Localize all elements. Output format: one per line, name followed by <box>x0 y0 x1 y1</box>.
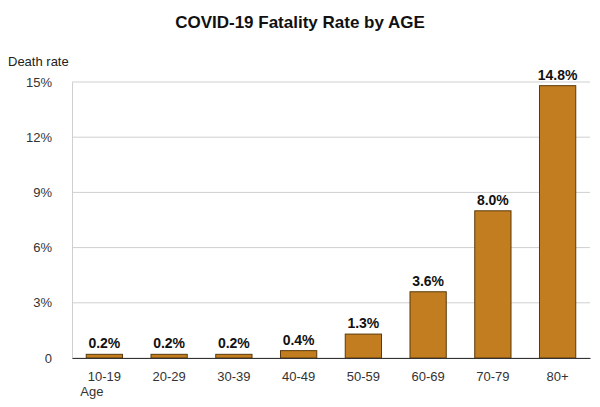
tick-label: 30-39 <box>217 369 250 384</box>
tick-label: 12% <box>26 130 52 145</box>
tick: 9% <box>33 185 72 200</box>
bar <box>539 86 575 358</box>
tick: 80+ <box>547 358 569 384</box>
axis-line <box>72 83 73 359</box>
bar <box>151 354 187 358</box>
tick: 12% <box>26 130 72 145</box>
gridline <box>72 358 590 359</box>
gridline <box>72 302 590 303</box>
tick-label: 70-79 <box>476 369 509 384</box>
data-label: 0.4% <box>283 332 315 348</box>
tick: 15% <box>26 75 72 90</box>
bar <box>475 211 511 358</box>
chart: COVID-19 Fatality Rate by AGE Death rate 0… <box>0 0 600 407</box>
gridline <box>72 82 590 83</box>
tick: 50-59 <box>347 358 380 384</box>
tick: 70-79 <box>476 358 509 384</box>
data-label: 0.2% <box>218 335 250 351</box>
tick-label: 10-19 <box>88 369 121 384</box>
gridline <box>72 137 590 138</box>
tick-label: 9% <box>33 185 52 200</box>
tick-label: 60-69 <box>412 369 445 384</box>
tick: 3% <box>33 295 72 310</box>
y-axis-title: Death rate <box>8 54 69 69</box>
bar <box>86 354 122 358</box>
data-label: 0.2% <box>88 335 120 351</box>
axis-line <box>73 358 591 359</box>
tick: 0 <box>45 351 72 366</box>
tick-label: 0 <box>45 351 52 366</box>
tick-label: 15% <box>26 75 52 90</box>
tick: 60-69 <box>412 358 445 384</box>
tick-label: 20-29 <box>153 369 186 384</box>
bar <box>345 334 381 358</box>
bar <box>280 351 316 358</box>
tick-label: 50-59 <box>347 369 380 384</box>
data-label: 14.8% <box>538 67 578 83</box>
tick: 10-19 <box>88 358 121 384</box>
data-label: 0.2% <box>153 335 185 351</box>
tick: 40-49 <box>282 358 315 384</box>
gridline <box>72 247 590 248</box>
y-axis: 0 3% 6% 9% 12% 15% <box>26 75 73 366</box>
data-label: 3.6% <box>412 273 444 289</box>
tick-label: 3% <box>33 295 52 310</box>
tick: 6% <box>33 240 72 255</box>
bar <box>410 292 446 358</box>
tick-label: 6% <box>33 240 52 255</box>
gridline <box>72 192 590 193</box>
x-axis-title: Age <box>80 384 103 399</box>
title: COVID-19 Fatality Rate by AGE <box>175 13 425 32</box>
bars <box>86 86 576 358</box>
tick: 30-39 <box>217 358 250 384</box>
tick-label: 80+ <box>547 369 569 384</box>
data-labels: 0.2% 0.2% 0.2% 0.4% 1.3% 3.6% 8.0% 14.8% <box>88 67 578 352</box>
tick: 20-29 <box>153 358 186 384</box>
data-label: 1.3% <box>347 315 379 331</box>
grid <box>72 82 590 358</box>
bar <box>216 354 252 358</box>
x-axis: 10-19 20-29 30-39 40-49 50-59 60-69 70-79 80+ <box>73 358 591 384</box>
tick-label: 40-49 <box>282 369 315 384</box>
data-label: 8.0% <box>477 192 509 208</box>
plot: 0 3% 6% 9% 12% 15% 10-19 20-29 30-39 40-49 50-59 60… <box>26 67 591 385</box>
